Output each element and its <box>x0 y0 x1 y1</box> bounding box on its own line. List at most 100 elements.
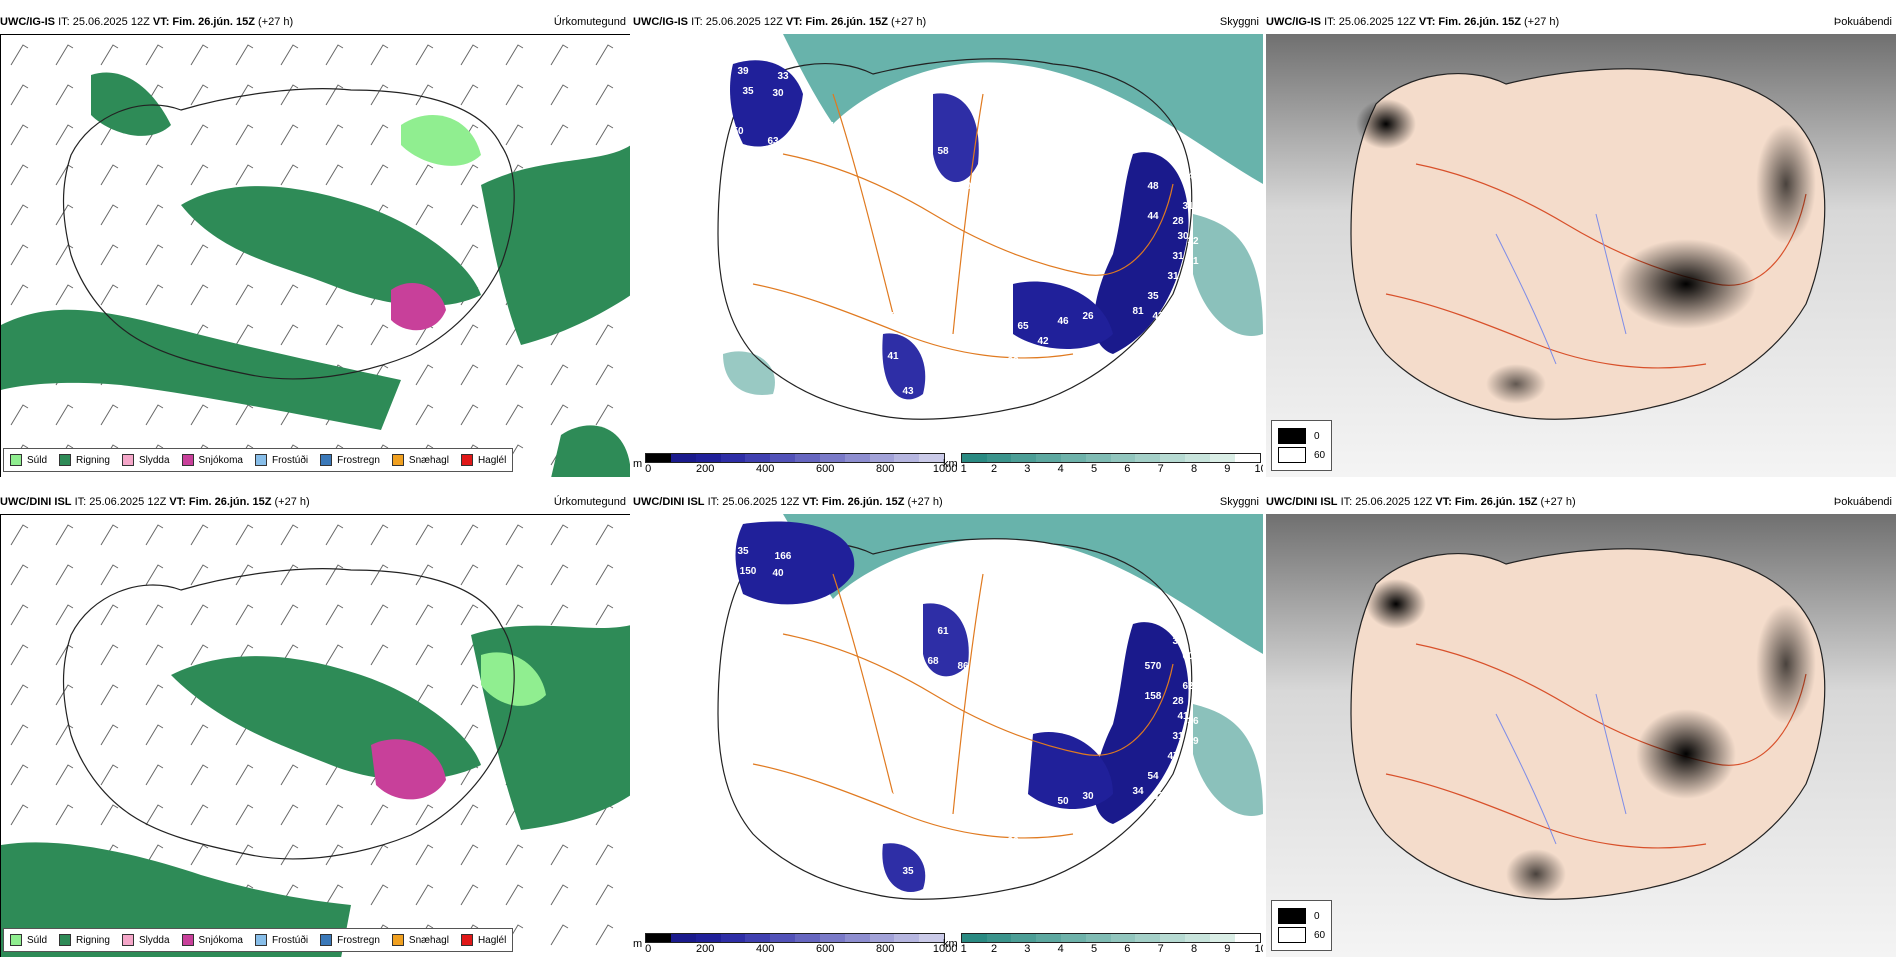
colorbar-cell <box>919 454 945 462</box>
panel-header: UWC/DINI ISL IT: 25.06.2025 12Z VT: Fim.… <box>0 492 630 512</box>
fog-value: 0 <box>1314 430 1320 442</box>
legend-item: Slydda <box>121 934 170 946</box>
visibility-label: 42 <box>1037 336 1049 347</box>
colorbar-tick: 1 <box>960 463 967 475</box>
visibility-colorbar: km 1 2 3 4 5 6 7 8 9 10 <box>943 933 1263 955</box>
visibility-label: 30 <box>1177 231 1189 242</box>
visibility-label: 44 <box>732 606 744 617</box>
height-ticks: 0 200 400 600 800 1000 <box>645 463 957 475</box>
visibility-label: 68 <box>927 656 939 667</box>
fog-area <box>1366 579 1426 629</box>
legend-swatch <box>391 454 404 466</box>
snow-area <box>391 282 446 331</box>
colorbar-tick: 400 <box>755 463 775 475</box>
visibility-label: 65 <box>1017 321 1029 332</box>
legend-swatch <box>391 934 404 946</box>
snow-area <box>371 739 446 800</box>
visibility-label: 35 <box>1147 291 1159 302</box>
visibility-label: 27 <box>822 601 834 612</box>
lead-time: (+27 h) <box>891 16 927 28</box>
legend-label: Haglél <box>477 454 507 466</box>
visibility-label: 88 <box>1007 356 1019 367</box>
colorbar-cell <box>986 934 1012 942</box>
colorbar-cell <box>1036 934 1061 942</box>
low-vis-sea <box>1193 214 1263 336</box>
colorbar-tick: 2 <box>990 943 998 955</box>
colorbar-cell <box>1160 454 1186 462</box>
colorbar-cell <box>1234 454 1260 462</box>
colorbar-tick: 8 <box>1190 463 1198 475</box>
iceland-land <box>1350 548 1826 900</box>
height-colorbar: m 0 200 400 600 800 1000 <box>633 453 957 475</box>
visibility-label: 28 <box>1172 216 1184 227</box>
visibility-map: 39 33 35 30 38 37 50 63 58 54 100 81 176 87 34 39 48 44 31… <box>633 34 1263 477</box>
init-time: IT: 25.06.2025 12Z <box>74 496 167 508</box>
fog-legend: 0 60 <box>1271 900 1333 951</box>
iceland-coast <box>62 568 515 860</box>
legend-label: Slydda <box>138 934 170 946</box>
panel-title: Úrkomutegund <box>553 496 626 508</box>
colorbar-tick: 3 <box>1024 463 1031 475</box>
visibility-label: 41 <box>1187 256 1199 267</box>
colorbar-cell <box>869 454 895 462</box>
visibility-label: 34 <box>1132 786 1144 797</box>
colorbar-tick: 0 <box>645 943 652 955</box>
visibility-label: 44 <box>1147 211 1159 222</box>
visibility-label: 29 <box>1017 801 1029 812</box>
visibility-label: 39 <box>737 66 749 77</box>
colorbar-tick: 4 <box>1057 463 1064 475</box>
visibility-label: 35 <box>742 86 754 97</box>
colorbar-tick: 5 <box>1090 943 1098 955</box>
colorbar-tick: 1000 <box>932 463 958 475</box>
model-name: UWC/IG-IS <box>633 16 688 28</box>
legend-swatch <box>121 934 134 946</box>
legend-swatch <box>59 454 72 466</box>
precip-map-svg <box>1 35 630 477</box>
panel-header: UWC/DINI ISL IT: 25.06.2025 12Z VT: Fim.… <box>633 492 1263 512</box>
lead-time: (+27 h) <box>1524 16 1560 28</box>
visibility-label: 98 <box>897 306 909 317</box>
colorbar-cell <box>671 454 696 462</box>
colorbar-tick: 1 <box>960 943 967 955</box>
visibility-label: 39 <box>1187 736 1199 747</box>
lead-time: (+27 h) <box>258 16 294 28</box>
visibility-label: 31 <box>1172 636 1184 647</box>
colorbar-cell <box>869 934 895 942</box>
legend-item: Haglél <box>460 454 507 466</box>
fog-area <box>1356 99 1416 149</box>
visibility-panel-1: UWC/IG-IS IT: 25.06.2025 12Z VT: Fim. 26… <box>633 12 1263 477</box>
visibility-label: 31 <box>717 578 729 589</box>
legend-swatch <box>181 454 194 466</box>
colorbar-cell <box>1085 454 1111 462</box>
panel-title: Þokuábendi <box>1833 496 1892 508</box>
visibility-label: 89 <box>892 296 904 307</box>
colorbar-tick: 10 <box>1254 463 1263 475</box>
visibility-label: 30 <box>772 88 784 99</box>
colorbar-cell <box>1060 454 1086 462</box>
legend-swatch <box>320 934 333 946</box>
legend-item: Súld <box>10 454 47 466</box>
colorbar-cell <box>720 454 746 462</box>
precip-type-panel-1: UWC/IG-IS IT: 25.06.2025 12Z VT: Fim. 26… <box>0 12 630 477</box>
colorbar-tick: 200 <box>695 943 715 955</box>
legend-item: Rigning <box>59 454 110 466</box>
legend-swatch <box>460 934 473 946</box>
legend-label: Rigning <box>76 934 110 946</box>
iceland-coast <box>717 58 1193 420</box>
model-name: UWC/IG-IS <box>0 16 55 28</box>
legend-swatch <box>181 934 194 946</box>
colorbar-cell <box>1011 454 1037 462</box>
precip-band <box>1 309 401 430</box>
colorbar-cell <box>894 454 920 462</box>
high-terrain <box>882 843 926 892</box>
visibility-label: 36 <box>1007 836 1019 847</box>
visibility-label: 46 <box>1057 316 1069 327</box>
visibility-label: 43 <box>902 386 914 397</box>
init-time: IT: 25.06.2025 12Z <box>691 16 783 28</box>
visibility-label: 41 <box>1177 711 1189 722</box>
colorbar-cell <box>961 454 987 462</box>
visibility-label: 48 <box>1147 181 1159 192</box>
visibility-label: 36 <box>1187 716 1199 727</box>
fog-value: 60 <box>1314 929 1326 941</box>
